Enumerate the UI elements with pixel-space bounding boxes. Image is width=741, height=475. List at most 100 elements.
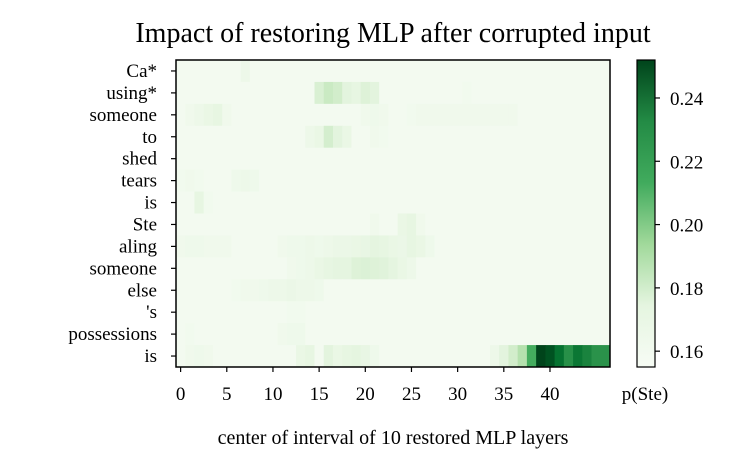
x-tick-label: 35 [494, 384, 513, 405]
heatmap-cell [231, 257, 242, 280]
heatmap-cell [305, 257, 315, 280]
heatmap-cell [296, 323, 306, 346]
heatmap-cell [388, 125, 399, 149]
x-axis-label: center of interval of 10 restored MLP la… [218, 427, 569, 449]
heatmap-cell [489, 213, 500, 236]
heatmap-cell [545, 191, 555, 214]
heatmap-cell [406, 235, 417, 258]
heatmap-cell [369, 213, 380, 236]
heatmap-cell [554, 191, 565, 214]
heatmap-cell [508, 257, 519, 280]
heatmap-cell [462, 147, 472, 171]
heatmap-cell [323, 235, 334, 258]
colorbar [636, 59, 656, 368]
heatmap-cell [591, 60, 602, 83]
heatmap-cell [462, 213, 472, 236]
heatmap-cell [203, 103, 214, 127]
heatmap-cell [591, 213, 602, 236]
heatmap-cell [499, 301, 509, 324]
heatmap-cell [286, 323, 297, 346]
heatmap-cell [268, 103, 278, 127]
heatmap-cell [286, 60, 297, 83]
heatmap-cell [249, 60, 260, 83]
heatmap-cell [351, 103, 362, 127]
heatmap-cell [499, 257, 509, 280]
heatmap-cell [305, 125, 315, 149]
heatmap-cell [212, 191, 223, 214]
heatmap-cell [517, 345, 528, 368]
heatmap-cell [277, 81, 288, 105]
heatmap-cell [231, 235, 242, 258]
heatmap-cell [453, 147, 463, 171]
heatmap-cell [268, 301, 278, 324]
heatmap-cell [332, 279, 343, 302]
heatmap-cell [480, 301, 491, 324]
heatmap-cell [296, 191, 306, 214]
heatmap-cell [286, 125, 297, 149]
heatmap-cell [526, 301, 537, 324]
heatmap-cell [545, 147, 555, 171]
heatmap-cell [332, 103, 343, 127]
heatmap-cell [259, 345, 269, 368]
heatmap-cell [351, 301, 362, 324]
heatmap-cell [203, 279, 214, 302]
heatmap-cell [600, 191, 611, 214]
heatmap-cell [240, 257, 251, 280]
heatmap-cell [536, 235, 546, 258]
heatmap-cell [194, 323, 205, 346]
heatmap-cell [369, 191, 380, 214]
heatmap-cell [591, 301, 602, 324]
heatmap-cell [480, 345, 491, 368]
heatmap-cell [443, 103, 454, 127]
heatmap-cell [176, 125, 186, 149]
heatmap-cell [536, 125, 546, 149]
heatmap-cell [489, 191, 500, 214]
heatmap-cell [305, 323, 315, 346]
heatmap-cell [203, 345, 214, 368]
heatmap-cell [434, 235, 445, 258]
heatmap-cell [554, 103, 565, 127]
heatmap-cell [231, 191, 242, 214]
heatmap-cell [332, 213, 343, 236]
heatmap-cell [591, 147, 602, 171]
heatmap-cell [323, 147, 334, 171]
heatmap-cell [286, 81, 297, 105]
y-tick-label: someone [89, 258, 157, 279]
heatmap-cell [563, 191, 574, 214]
heatmap-cell [499, 81, 509, 105]
heatmap-cell [600, 81, 611, 105]
heatmap-cell [259, 191, 269, 214]
heatmap-cell [545, 345, 555, 368]
heatmap-cell [480, 60, 491, 83]
plot-frame [175, 59, 611, 368]
heatmap-cell [489, 279, 500, 302]
heatmap-cell [268, 213, 278, 236]
heatmap-cell [194, 257, 205, 280]
heatmap-cell [499, 279, 509, 302]
heatmap-cell [379, 169, 389, 192]
heatmap-cell [462, 323, 472, 346]
heatmap-cell [240, 81, 251, 105]
heatmap-cell [203, 81, 214, 105]
heatmap-cell [462, 257, 472, 280]
heatmap-cell [222, 191, 232, 214]
heatmap-cell [277, 323, 288, 346]
heatmap-cell [573, 235, 583, 258]
heatmap-cell [554, 60, 565, 83]
heatmap-cell [277, 257, 288, 280]
heatmap-cell [406, 103, 417, 127]
heatmap-cell [388, 191, 399, 214]
heatmap-cell [453, 213, 463, 236]
colorbar-tick-label: 0.16 [670, 342, 703, 363]
heatmap-cell [296, 60, 306, 83]
heatmap-cell [314, 125, 325, 149]
heatmap-cell [416, 81, 426, 105]
heatmap-cell [259, 81, 269, 105]
heatmap-cell [360, 81, 371, 105]
heatmap-cell [360, 257, 371, 280]
heatmap-cell [212, 235, 223, 258]
heatmap-cell [277, 103, 288, 127]
heatmap-cell [222, 279, 232, 302]
heatmap-cell [480, 323, 491, 346]
heatmap-cell [554, 323, 565, 346]
